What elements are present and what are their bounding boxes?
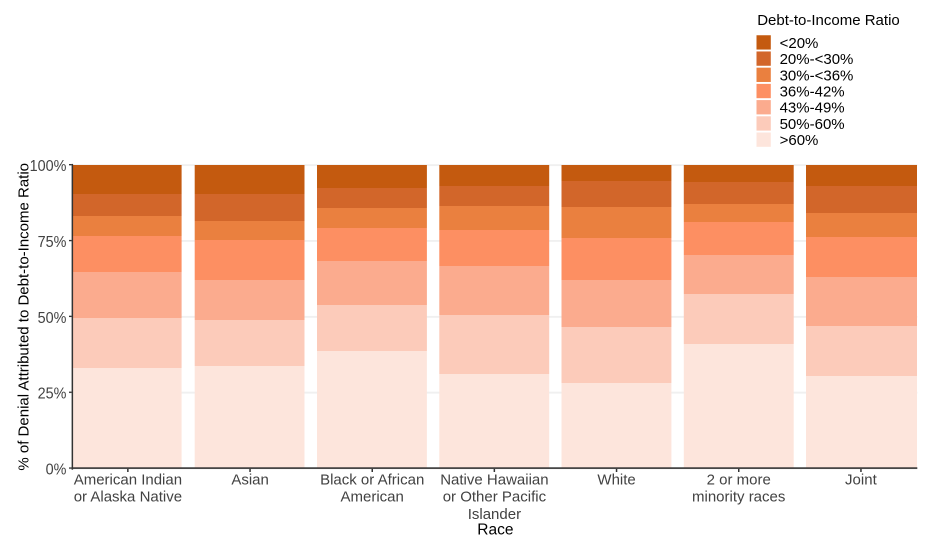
- svg-text:minority races: minority races: [692, 489, 785, 506]
- svg-text:White: White: [597, 471, 635, 488]
- svg-text:30%-<36%: 30%-<36%: [780, 67, 854, 84]
- svg-text:43%-49%: 43%-49%: [780, 100, 845, 117]
- svg-text:or Alaska Native: or Alaska Native: [74, 489, 182, 506]
- svg-text:50%: 50%: [38, 310, 67, 327]
- svg-text:50%-60%: 50%-60%: [780, 116, 845, 133]
- svg-text:Joint: Joint: [845, 471, 878, 488]
- svg-text:100%: 100%: [30, 158, 67, 175]
- svg-text:<20%: <20%: [780, 35, 819, 52]
- svg-text:25%: 25%: [38, 386, 67, 403]
- svg-text:75%: 75%: [38, 234, 67, 251]
- svg-text:American: American: [341, 489, 404, 506]
- svg-text:% of Denial Attributed to Debt: % of Denial Attributed to Debt-to-Income…: [16, 163, 33, 471]
- svg-text:Black or African: Black or African: [320, 471, 424, 488]
- svg-text:36%-42%: 36%-42%: [780, 84, 845, 101]
- svg-text:>60%: >60%: [780, 132, 819, 149]
- svg-text:Debt-to-Income Ratio: Debt-to-Income Ratio: [757, 12, 900, 29]
- svg-text:2 or more: 2 or more: [707, 471, 771, 488]
- svg-text:20%-<30%: 20%-<30%: [780, 51, 854, 68]
- svg-text:or Other Pacific: or Other Pacific: [443, 489, 547, 506]
- svg-text:Race: Race: [477, 522, 513, 539]
- svg-text:0%: 0%: [46, 461, 67, 478]
- svg-text:Native Hawaiian: Native Hawaiian: [440, 471, 548, 488]
- svg-text:Islander: Islander: [468, 506, 521, 523]
- svg-text:American Indian: American Indian: [74, 471, 182, 488]
- svg-text:Asian: Asian: [231, 471, 269, 488]
